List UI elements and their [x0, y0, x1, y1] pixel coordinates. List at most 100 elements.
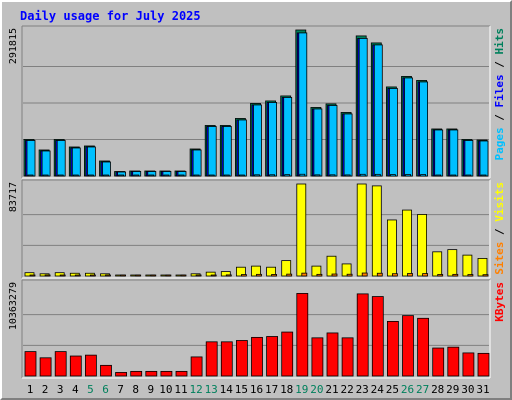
- bar-kbytes: [296, 293, 309, 377]
- bar-pages: [163, 174, 170, 177]
- label-part-files: Files: [493, 74, 506, 107]
- bar-sites: [467, 274, 474, 277]
- bar-files-fill: [26, 140, 36, 177]
- day-label: 26: [401, 383, 414, 396]
- bar-pages: [103, 174, 109, 177]
- bar-files-fill: [192, 149, 202, 177]
- bar-files-fill: [283, 97, 293, 177]
- bar-visits: [281, 260, 292, 277]
- bar-pages: [27, 174, 34, 177]
- bar-visits: [54, 272, 65, 277]
- bar-sites: [422, 273, 429, 277]
- bar-kbytes: [69, 355, 82, 377]
- bar-kbytes: [24, 351, 37, 377]
- bar-files-fill: [373, 44, 383, 177]
- bar-files-fill: [41, 150, 51, 177]
- day-label: 2: [42, 383, 49, 396]
- day-label: 8: [132, 383, 139, 396]
- bar-pages: [420, 174, 427, 177]
- bar-files-fill: [479, 140, 489, 177]
- bar-sites: [256, 273, 262, 277]
- bar-sites: [225, 274, 232, 277]
- bar-kbytes: [130, 370, 143, 377]
- bar-sites: [482, 274, 489, 277]
- bar-sites: [376, 272, 383, 277]
- bar-kbytes: [251, 336, 263, 377]
- label-separator: /: [493, 222, 506, 242]
- bar-kbytes: [311, 337, 324, 377]
- bar-sites: [59, 274, 66, 277]
- bar-sites: [90, 274, 96, 277]
- bar-kbytes: [371, 296, 384, 377]
- day-label: 5: [87, 383, 94, 396]
- bar-sites: [135, 274, 142, 277]
- bar-kbytes: [447, 346, 460, 377]
- bar-sites: [180, 274, 187, 277]
- bar-sites: [452, 273, 459, 277]
- bar-kbytes: [39, 357, 52, 377]
- bar-kbytes: [205, 341, 218, 377]
- bar-sites: [301, 272, 308, 277]
- bar-kbytes: [386, 321, 399, 377]
- bar-pages: [389, 174, 396, 177]
- bar-pages: [450, 174, 457, 177]
- day-label: 28: [431, 383, 444, 396]
- bar-pages: [329, 174, 336, 177]
- label-part-pages: Pages: [493, 127, 506, 160]
- panel-kbytes: 10363279 KBytes: [8, 279, 506, 379]
- bar-pages: [118, 174, 124, 177]
- bar-pages: [178, 174, 185, 177]
- bar-pages: [223, 174, 230, 177]
- bar-files-fill: [358, 38, 368, 177]
- bar-sites: [195, 274, 202, 277]
- day-label: 22: [340, 383, 353, 396]
- bar-pages: [465, 174, 472, 177]
- day-label: 18: [280, 383, 293, 396]
- bar-kbytes: [85, 354, 97, 377]
- bar-visits: [341, 263, 352, 277]
- bar-visits: [296, 183, 307, 277]
- bar-files-fill: [253, 104, 262, 177]
- series-label-hits: Pages / Files / Hits: [493, 28, 506, 161]
- bar-kbytes: [326, 332, 339, 377]
- bar-sites: [165, 274, 172, 277]
- chart-title: Daily usage for July 2025: [20, 9, 201, 23]
- bar-pages: [148, 174, 155, 177]
- bar-files-fill: [328, 105, 338, 177]
- bar-pages: [480, 174, 487, 177]
- bar-kbytes: [356, 293, 369, 377]
- bar-visits: [311, 265, 322, 277]
- bar-files-fill: [404, 77, 413, 177]
- ymax-label: 291815: [8, 28, 19, 64]
- bar-kbytes: [341, 337, 354, 377]
- day-label: 20: [310, 383, 323, 396]
- bar-kbytes: [145, 370, 158, 377]
- day-label: 27: [416, 383, 429, 396]
- chart-panels: 291815 Pages / Files / Hits 83717 Sites / V…: [8, 25, 506, 379]
- ymax-label: 83717: [8, 182, 19, 212]
- bar-sites: [407, 273, 413, 277]
- day-label: 23: [356, 383, 369, 396]
- panel-visits: 83717 Sites / Visits: [8, 179, 506, 279]
- bar-kbytes: [190, 356, 203, 377]
- ymax-label: 10363279: [8, 282, 19, 330]
- bar-kbytes: [417, 317, 430, 377]
- bar-kbytes: [160, 370, 173, 377]
- bar-visits: [447, 249, 458, 277]
- bar-files-fill: [388, 88, 398, 177]
- day-label: 12: [189, 383, 202, 396]
- bar-sites: [105, 274, 111, 277]
- bar-pages: [314, 174, 321, 177]
- bar-files-fill: [449, 129, 459, 177]
- bar-files-fill: [313, 108, 323, 177]
- bar-sites: [29, 274, 36, 277]
- bar-visits: [220, 271, 231, 277]
- bar-sites: [286, 273, 293, 277]
- bar-pages: [208, 174, 215, 177]
- bar-kbytes: [235, 340, 248, 377]
- label-separator: /: [493, 108, 506, 128]
- bar-files-fill: [102, 161, 111, 177]
- bar-kbytes: [115, 372, 127, 377]
- bar-visits: [356, 183, 367, 277]
- bar-files-fill: [434, 129, 444, 177]
